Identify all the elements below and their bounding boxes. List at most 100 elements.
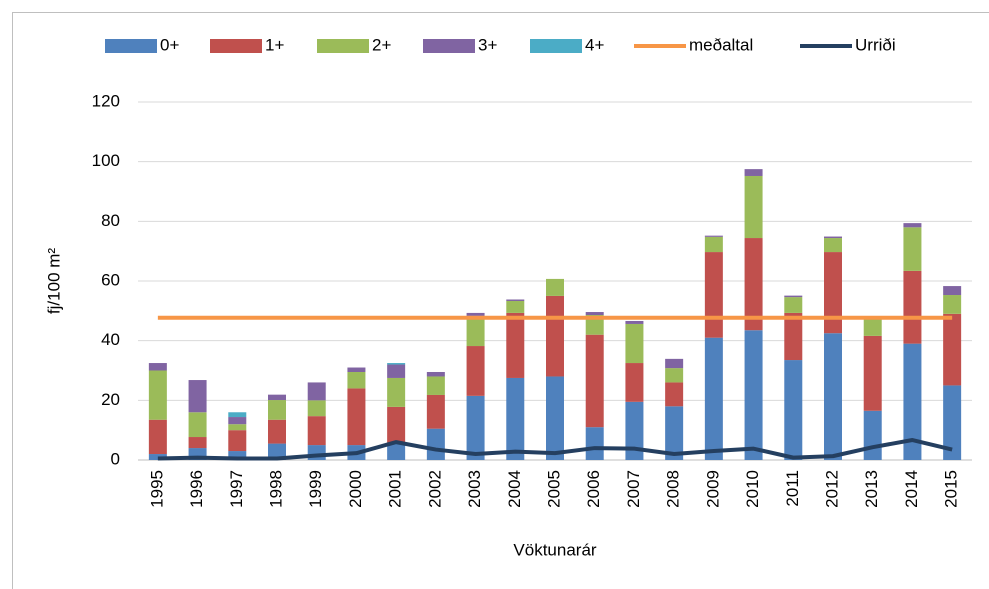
bar-segment <box>148 419 167 455</box>
legend-swatch <box>105 39 157 53</box>
bar-segment <box>943 286 962 296</box>
bar-segment <box>148 363 167 371</box>
y-tick-label: 60 <box>101 270 120 289</box>
bar-segment <box>387 377 406 407</box>
legend-label: 4+ <box>585 35 604 54</box>
bar-segment <box>665 358 684 369</box>
bar-segment <box>943 385 962 460</box>
bar-segment <box>466 312 485 316</box>
bar-segment <box>903 343 922 460</box>
x-axis-label: Vöktunarár <box>513 540 596 559</box>
y-tick-label: 20 <box>101 390 120 409</box>
y-tick-label: 120 <box>92 91 120 110</box>
bar-segment <box>387 364 406 378</box>
bar-segment <box>625 320 644 324</box>
x-tick-label: 2005 <box>544 470 563 508</box>
x-tick-label: 2001 <box>386 470 405 508</box>
bar-segment <box>347 367 366 372</box>
bar-segment <box>625 401 644 460</box>
bar-segment <box>426 376 445 395</box>
x-tick-label: 2015 <box>942 470 961 508</box>
x-tick-label: 2004 <box>505 470 524 508</box>
bar-segment <box>387 406 406 444</box>
bar-segment <box>784 295 803 298</box>
bar-segment <box>268 400 286 420</box>
x-tick-label: 2011 <box>783 470 802 507</box>
bar-segment <box>347 371 366 389</box>
x-tick-label: 2008 <box>664 470 683 508</box>
bar-segment <box>744 169 763 176</box>
bar-segment <box>188 412 207 438</box>
x-tick-label: 1999 <box>306 470 325 508</box>
legend-swatch <box>210 39 262 53</box>
bar-segment <box>466 395 485 460</box>
bar-segment <box>863 410 882 460</box>
y-tick-label: 80 <box>101 211 120 230</box>
bar-segment <box>268 443 286 460</box>
bar-segment <box>585 315 604 335</box>
bar-segment <box>784 297 803 313</box>
bar-segment <box>426 371 445 377</box>
x-tick-label: 2013 <box>862 470 881 508</box>
legend-label: 3+ <box>478 35 497 54</box>
chart-border <box>12 12 989 589</box>
bar-segment <box>863 335 882 411</box>
bar-segment <box>148 370 167 420</box>
bar-segment <box>665 406 684 460</box>
bar-segment <box>506 299 525 301</box>
bar-segment <box>188 437 207 449</box>
x-tick-label: 2000 <box>346 470 365 508</box>
bar-segment <box>585 334 604 428</box>
x-tick-label: 2003 <box>465 470 484 508</box>
bar-segment <box>665 368 684 383</box>
x-tick-label: 2006 <box>584 470 603 508</box>
x-tick-label: 2010 <box>743 470 762 508</box>
bar-segment <box>188 448 207 460</box>
bar-segment <box>307 400 326 417</box>
bar-segment <box>268 419 286 444</box>
legend-label: Urriði <box>855 35 896 54</box>
bar-segment <box>387 443 406 460</box>
legend-swatch <box>317 39 369 53</box>
bar-segment <box>943 295 962 314</box>
bar-segment <box>903 223 922 228</box>
bar-segment <box>704 337 723 460</box>
bar-segment <box>943 313 962 386</box>
bar-segment <box>546 295 564 377</box>
x-tick-label: 2009 <box>703 470 722 508</box>
bar-segment <box>347 388 366 446</box>
bar-segment <box>585 312 604 316</box>
bar-segment <box>546 376 564 460</box>
bar-segment <box>744 175 763 239</box>
bar-segment <box>268 394 286 401</box>
y-tick-label: 0 <box>111 449 120 468</box>
x-tick-label: 2002 <box>425 470 444 508</box>
x-tick-label: 1996 <box>187 470 206 508</box>
bar-segment <box>228 424 247 431</box>
x-tick-label: 2007 <box>624 470 643 508</box>
bar-segment <box>744 238 763 331</box>
x-tick-label: 2012 <box>822 470 841 508</box>
bar-segment <box>704 252 723 338</box>
bar-segment <box>546 278 564 296</box>
y-tick-label: 40 <box>101 330 120 349</box>
legend-swatch <box>423 39 475 53</box>
bar-segment <box>704 236 723 253</box>
bar-segment <box>704 235 723 237</box>
x-tick-label: 1995 <box>147 470 166 508</box>
bar-segment <box>426 428 445 460</box>
bar-segment <box>228 430 247 452</box>
bar-segment <box>228 417 247 425</box>
line-series <box>157 438 953 461</box>
bar-segment <box>625 363 644 402</box>
bar-segment <box>387 363 406 365</box>
legend-label: 1+ <box>265 35 284 54</box>
bar-segment <box>426 394 445 429</box>
bar-segment <box>228 451 247 460</box>
bar-segment <box>665 382 684 407</box>
bar-segment <box>863 317 882 336</box>
bar-segment <box>903 227 922 271</box>
legend-label: 0+ <box>160 35 179 54</box>
bar-segment <box>307 382 326 401</box>
bar-segment <box>506 377 525 460</box>
